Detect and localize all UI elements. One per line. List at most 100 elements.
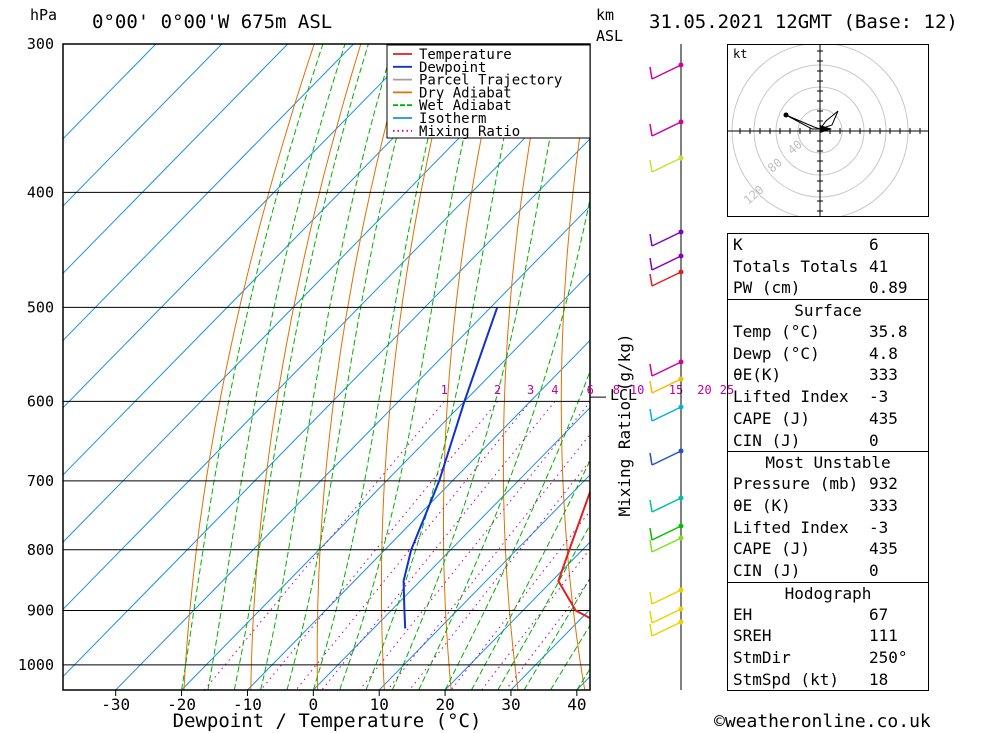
wet-adiabat-line — [365, 44, 525, 690]
pressure-tick-label: 600 — [27, 392, 54, 410]
hodograph-plot: kt 40 80 120 — [728, 42, 928, 232]
legend-label: Dewpoint — [419, 60, 486, 76]
mixing-ratio-label: 10 — [630, 383, 644, 397]
row-value: 18 — [869, 669, 889, 689]
mixing-ratio-line — [321, 401, 556, 690]
wind-barb — [651, 525, 682, 541]
row-key: θE(K) — [733, 365, 782, 385]
wind-barb-flag — [649, 273, 653, 287]
row-value: 41 — [869, 256, 889, 276]
mixing-ratio-label: 6 — [587, 383, 594, 397]
mixing-ratio-line — [260, 401, 498, 690]
wind-level-dot — [678, 404, 684, 410]
height-unit-label: km — [596, 6, 614, 24]
row-value: 333 — [869, 365, 898, 385]
wind-barb — [651, 537, 682, 553]
row-value: 35.8 — [869, 322, 908, 342]
table-row: CIN (J) 0 — [728, 430, 928, 452]
isotherm-line — [444, 541, 590, 690]
hodograph-unit: kt — [733, 47, 747, 61]
row-value: 6 — [869, 235, 879, 254]
x-axis-label: Dewpoint / Temperature (°C) — [173, 710, 482, 732]
isotherm-line — [312, 406, 590, 690]
x-tick-label: 40 — [567, 695, 586, 714]
isotherm-line — [63, 44, 354, 342]
legend-label: Mixing Ratio — [419, 124, 520, 140]
wind-barb — [651, 361, 682, 377]
pressure-tick-label: 700 — [27, 472, 54, 490]
row-value: 0 — [869, 560, 879, 580]
wind-barb — [651, 608, 682, 624]
row-value: -3 — [869, 517, 889, 537]
legend-label: Parcel Trajectory — [419, 73, 562, 89]
x-tick-label: 30 — [501, 695, 520, 714]
dry-adiabat-line — [443, 44, 502, 690]
wind-barb-flag — [649, 123, 653, 137]
x-tick-label: 0 — [309, 695, 319, 714]
table-row: Dewp (°C) 4.8 — [728, 343, 928, 365]
isotherm-line — [63, 44, 420, 409]
dry-adiabat-line — [921, 44, 1000, 690]
table-row: θE (K) 333 — [728, 495, 928, 517]
wet-adiabat-line — [444, 370, 590, 690]
surface-title: Surface — [794, 301, 862, 321]
wet-adiabat-line — [181, 44, 324, 690]
x-tick-label: 20 — [435, 695, 454, 714]
wet-adiabat-line — [470, 459, 590, 690]
table-row: Lifted Index -3 — [728, 386, 928, 408]
hodograph-title: Hodograph — [784, 583, 872, 603]
isotherm-line — [181, 272, 590, 690]
wind-level-dot — [678, 587, 684, 593]
row-value: 111 — [869, 626, 898, 646]
lcl-label: LCL — [610, 386, 637, 404]
table-row: SREH 111 — [728, 625, 928, 647]
row-value: 333 — [869, 495, 898, 515]
x-tick-label: 10 — [370, 695, 389, 714]
table-row: StmSpd (kt) 18 — [728, 669, 928, 691]
wind-barb — [651, 406, 682, 422]
table-row: Temp (°C) 35.8 — [728, 321, 928, 343]
height-unit-asl: ASL — [596, 27, 623, 45]
pressure-tick-label: 300 — [27, 35, 54, 53]
wind-barb-flag — [649, 66, 653, 80]
wind-barb — [651, 64, 682, 80]
wind-level-dot — [678, 229, 684, 235]
wet-adiabat-line — [497, 524, 590, 690]
wind-barb-flag — [649, 233, 653, 247]
table-row: Pressure (mb) 932 — [728, 473, 928, 495]
credit-text: ©weatheronline.co.uk — [714, 711, 931, 732]
isotherm-line — [63, 70, 590, 611]
profiles — [402, 307, 590, 629]
row-value: 0 — [869, 430, 879, 450]
wet-adiabat-line — [312, 44, 452, 690]
wind-barb-flag — [649, 363, 653, 377]
row-value: 0.89 — [869, 278, 908, 298]
isotherm-line — [63, 44, 157, 140]
wind-barb — [651, 621, 682, 637]
isotherm-line — [63, 44, 223, 207]
row-key: θE (K) — [733, 495, 791, 515]
pressure-tick-label: 1000 — [18, 656, 54, 674]
wind-barb — [651, 157, 682, 173]
x-tick-label: -30 — [101, 695, 130, 714]
mixing-ratio-line — [450, 510, 590, 690]
hodograph-panel: kt 40 80 120 — [727, 42, 929, 232]
wind-barb-flag — [649, 527, 653, 541]
mixing-ratio-line — [203, 401, 445, 690]
row-key: Lifted Index — [733, 517, 849, 537]
location-title: 0°00' 0°00'W 675m ASL — [92, 11, 332, 33]
row-key: CIN (J) — [733, 560, 801, 580]
table-row: Totals Totals 41 — [728, 256, 928, 278]
wind-barb-flag — [649, 623, 653, 637]
wind-barb — [651, 255, 682, 271]
wind-barb — [651, 497, 682, 513]
wind-level-dot — [678, 155, 684, 161]
table-row: StmDir 250° — [728, 647, 928, 669]
row-key: CAPE (J) — [733, 539, 811, 559]
wind-barb — [651, 271, 682, 287]
mixing-ratio-label: 1 — [441, 383, 448, 397]
wind-barb-flag — [649, 408, 653, 422]
mixing-ratio-line — [359, 401, 590, 690]
mixing-ratio-line — [409, 460, 590, 690]
row-key: Totals Totals — [733, 256, 859, 276]
